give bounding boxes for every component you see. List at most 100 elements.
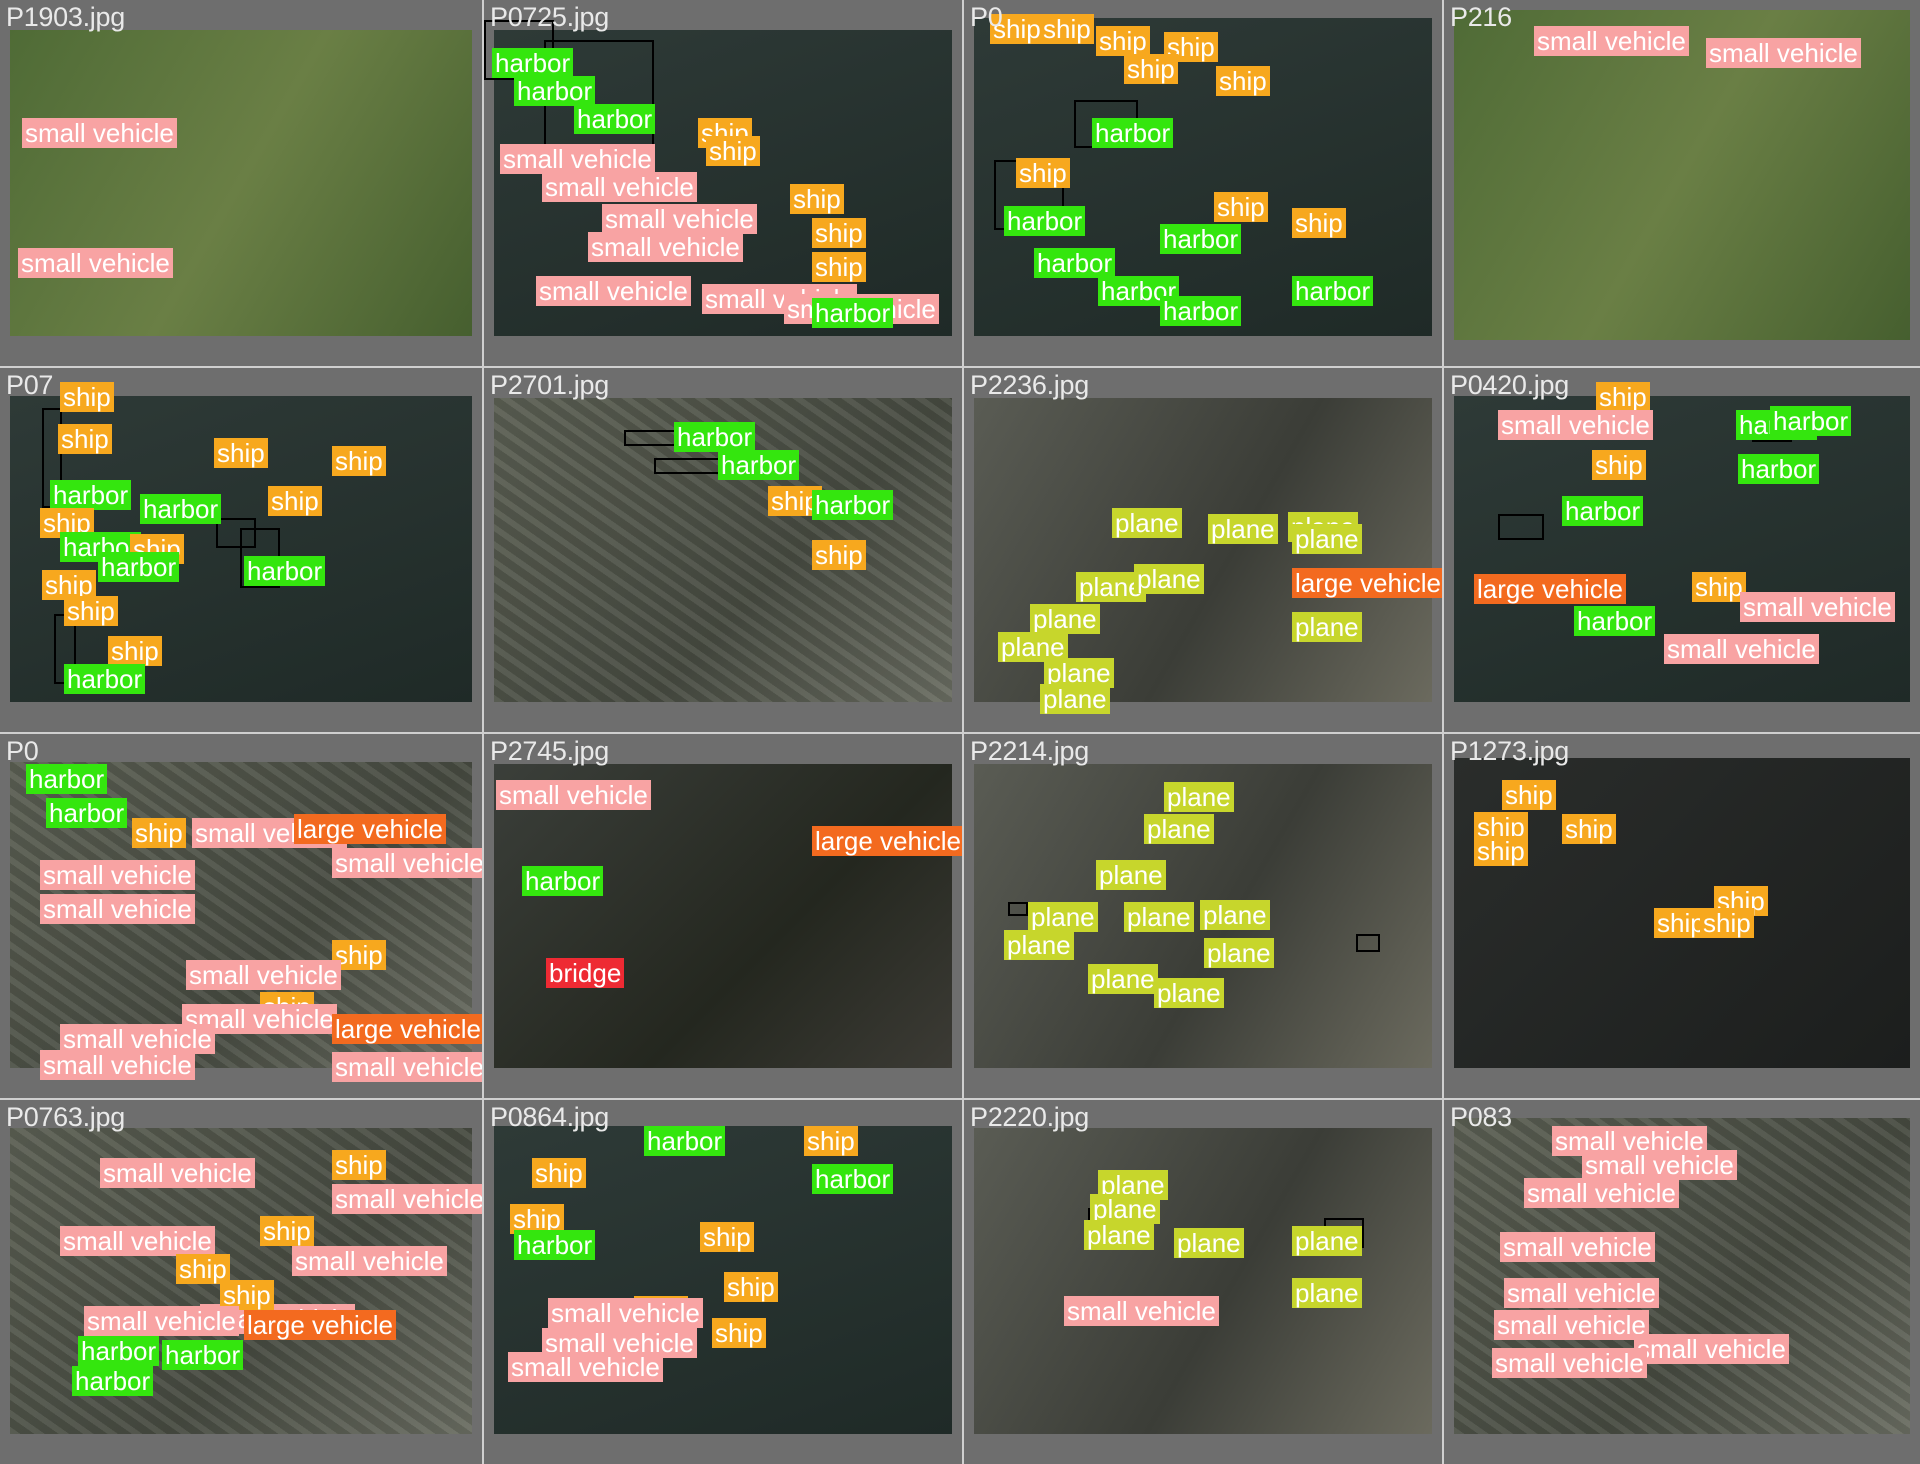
detection-label-ship: ship xyxy=(812,252,866,282)
image-filename: P2220.jpg xyxy=(970,1102,1089,1132)
detection-label-harbor: harbor xyxy=(1292,276,1374,306)
image-tile: P1273.jpg ship ship ship ship ship ship ship xyxy=(1444,734,1920,1098)
detection-label-harbor: harbor xyxy=(812,1164,894,1194)
detection-label-harbor: harbor xyxy=(244,556,326,586)
detection-label-plane: plane xyxy=(1292,524,1362,554)
detection-label-small-vehicle: small vehicle xyxy=(186,960,341,990)
detection-label-small-vehicle: small vehicle xyxy=(1500,1232,1655,1262)
detection-label-harbor: harbor xyxy=(718,450,800,480)
detection-label-plane: plane xyxy=(1044,658,1114,688)
detection-label-plane: plane xyxy=(1164,782,1234,812)
detection-label-ship: ship xyxy=(812,540,866,570)
detection-label-harbor: harbor xyxy=(674,422,756,452)
detection-label-harbor: harbor xyxy=(514,1230,596,1260)
detection-label-small-vehicle: small vehicle xyxy=(1064,1296,1219,1326)
image-filename: P2214.jpg xyxy=(970,736,1089,766)
detection-label-large-vehicle: large vehicle xyxy=(294,814,446,844)
detection-label-small-vehicle: small vehicle xyxy=(1534,26,1689,56)
image-filename: P2745.jpg xyxy=(490,736,609,766)
image-filename: P0420.jpg xyxy=(1450,370,1569,400)
detection-label-harbor: harbor xyxy=(60,532,142,562)
aerial-photo xyxy=(974,1128,1432,1434)
detection-label-harbor: harbor xyxy=(1092,118,1174,148)
image-tile: P0 ship ship ship ship ship ship harbor ship harb… xyxy=(964,0,1442,366)
detection-label-plane: plane xyxy=(1030,604,1100,634)
detection-label-ship: ship xyxy=(332,940,386,970)
detection-label-ship: ship xyxy=(1016,158,1070,188)
image-tile: P2236.jpgplaneplaneplaneplaneplaneplanel… xyxy=(964,368,1442,732)
detection-label-ship: ship xyxy=(532,1158,586,1188)
detection-label-small-vehicle: small vehicle xyxy=(602,204,757,234)
detection-label-ship: ship xyxy=(804,1126,858,1156)
detection-label-small-vehicle: small vehicle xyxy=(542,172,697,202)
detection-label-plane: plane xyxy=(1208,514,1278,544)
image-tile: P0763.jpg ship small vehicle small vehicle s… xyxy=(0,1100,482,1464)
detection-label-bridge: bridge xyxy=(546,958,625,988)
image-tile: P2745.jpg small vehicle large vehicle harbo… xyxy=(484,734,962,1098)
bounding-box xyxy=(1356,934,1380,952)
detection-label-large-vehicle: large vehicle xyxy=(1474,574,1626,604)
detection-label-large-vehicle: large vehicle xyxy=(1292,568,1442,598)
detection-label-small-vehicle: small vehicle xyxy=(84,1306,239,1336)
detection-label-harbor: harbor xyxy=(514,76,596,106)
detection-label-ship: ship xyxy=(724,1272,778,1302)
detection-label-harbor: harbor xyxy=(162,1340,244,1370)
detection-label-small-vehicle: small vehicle xyxy=(40,1050,195,1080)
detection-label-plane: plane xyxy=(1090,1194,1160,1224)
detection-label-large-vehicle: large vehicle xyxy=(812,826,962,856)
detection-label-harbor: harbor xyxy=(1034,248,1116,278)
detection-label-harbor: harbor xyxy=(26,764,108,794)
detection-label-harbor: harbor xyxy=(812,298,894,328)
bounding-box xyxy=(1498,514,1544,540)
detection-label-ship: ship xyxy=(1216,66,1270,96)
image-filename: P07 xyxy=(6,370,54,400)
detection-label-harbor: harbor xyxy=(1160,224,1242,254)
detection-label-small-vehicle: small vehicle xyxy=(40,860,195,890)
detection-label-small-vehicle: small vehicle xyxy=(60,1024,215,1054)
detection-label-small-vehicle: small vehicle xyxy=(496,780,651,810)
detection-label-plane: plane xyxy=(1084,1220,1154,1250)
detection-label-harbor: harbor xyxy=(98,552,180,582)
detection-label-plane: plane xyxy=(1040,684,1110,714)
detection-label-harbor: harbor xyxy=(64,664,146,694)
image-tile: P0725.jpg harbor harbor harbor ship small veh… xyxy=(484,0,962,366)
detection-label-ship: ship xyxy=(58,424,112,454)
image-tile: P2701.jpg harbor harbor ship harbor ship xyxy=(484,368,962,732)
detection-label-ship: ship xyxy=(64,596,118,626)
detection-label-ship: ship xyxy=(108,636,162,666)
detection-label-ship: ship xyxy=(510,1204,564,1234)
detection-label-ship: ship xyxy=(1096,26,1150,56)
detection-label-ship: ship xyxy=(60,382,114,412)
detection-label-ship: ship xyxy=(1292,208,1346,238)
detection-label-plane: plane xyxy=(1124,902,1194,932)
detection-label-harbor: harbor xyxy=(72,1366,154,1396)
detection-label-small-vehicle: small vehicle xyxy=(1664,634,1819,664)
detection-label-ship: ship xyxy=(268,486,322,516)
detection-label-small-vehicle: small vehicle xyxy=(548,1298,703,1328)
detection-label-ship: ship xyxy=(260,1216,314,1246)
image-tile: P2214.jpg plane plane plane plane plane plane p… xyxy=(964,734,1442,1098)
detection-label-ship: ship xyxy=(1124,54,1178,84)
image-filename: P0 xyxy=(970,2,1003,32)
detection-label-plane: plane xyxy=(1292,612,1362,642)
detection-label-harbor: harbor xyxy=(1160,296,1242,326)
image-tile: P216 small vehicle small vehicle xyxy=(1444,0,1920,366)
detection-label-small-vehicle: small vehicle xyxy=(60,1226,215,1256)
image-filename: P0864.jpg xyxy=(490,1102,609,1132)
detection-label-ship: ship xyxy=(332,446,386,476)
detection-label-ship: ship xyxy=(990,14,1044,44)
detection-label-small-vehicle: small vehicle xyxy=(1494,1310,1649,1340)
detection-label-ship: ship xyxy=(1654,908,1708,938)
grid-divider xyxy=(0,732,1920,734)
detection-label-small-vehicle: small vehicle xyxy=(332,1052,482,1082)
detection-label-small-vehicle: small vehicle xyxy=(1492,1348,1647,1378)
detection-label-ship: ship xyxy=(712,1318,766,1348)
detection-label-small-vehicle: small vehicle xyxy=(100,1158,255,1188)
detection-label-large-vehicle: large vehicle xyxy=(332,1014,482,1044)
detection-label-harbor: harbor xyxy=(1770,406,1852,436)
detection-label-small-vehicle: small vehicle xyxy=(1524,1178,1679,1208)
grid-divider xyxy=(0,1098,1920,1100)
detection-label-small-vehicle: small vehicle xyxy=(332,1184,482,1214)
detection-label-plane: plane xyxy=(1204,938,1274,968)
detection-label-small-vehicle: small vehicle xyxy=(1740,592,1895,622)
